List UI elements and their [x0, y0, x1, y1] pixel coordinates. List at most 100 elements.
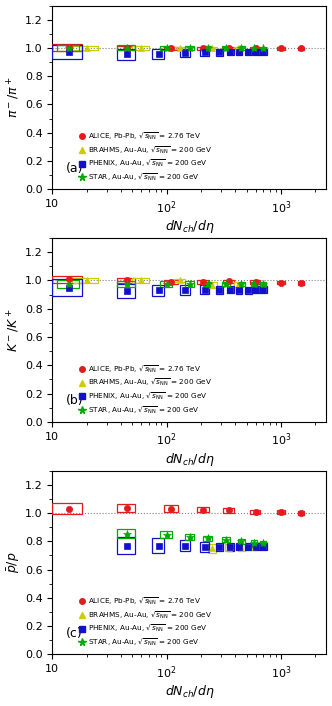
Bar	[52, 44, 81, 51]
Bar	[251, 540, 257, 545]
Bar	[298, 511, 304, 515]
Bar	[227, 49, 234, 55]
Bar	[197, 47, 209, 50]
Bar	[238, 539, 244, 544]
Bar	[164, 47, 178, 50]
Bar	[204, 47, 212, 49]
Bar	[117, 45, 135, 51]
Bar	[298, 47, 304, 50]
Y-axis label: $\pi^-/\pi^+$: $\pi^-/\pi^+$	[6, 77, 22, 118]
Legend: ALICE, Pb-Pb, $\sqrt{s_{\rm NN}}$ = 2.76 TeV, BRAHMS, Au-Au, $\sqrt{s_{\rm NN}}$: ALICE, Pb-Pb, $\sqrt{s_{\rm NN}}$ = 2.76…	[78, 362, 213, 417]
Bar	[204, 282, 212, 286]
Bar	[260, 287, 267, 294]
Bar	[57, 45, 79, 51]
Bar	[164, 280, 178, 284]
Bar	[277, 281, 285, 285]
Bar	[260, 49, 267, 55]
Bar	[225, 544, 232, 551]
Bar	[152, 49, 164, 59]
Bar	[260, 541, 266, 546]
Legend: ALICE, Pb-Pb, $\sqrt{s_{\rm NN}}$ = 2.76 TeV, BRAHMS, Au-Au, $\sqrt{s_{\rm NN}}$: ALICE, Pb-Pb, $\sqrt{s_{\rm NN}}$ = 2.76…	[78, 129, 213, 184]
Bar	[277, 510, 285, 515]
Bar	[57, 280, 79, 287]
Bar	[223, 47, 234, 49]
Y-axis label: $\bar{p}/p$: $\bar{p}/p$	[6, 551, 22, 573]
Bar	[277, 47, 285, 50]
Bar	[245, 544, 252, 551]
Bar	[236, 49, 242, 55]
Bar	[222, 282, 229, 286]
Bar	[197, 280, 209, 284]
Bar	[251, 47, 257, 50]
Bar	[52, 279, 81, 296]
Bar	[251, 282, 257, 286]
Bar	[117, 530, 135, 538]
Bar	[215, 543, 223, 551]
Bar	[222, 47, 229, 49]
Bar	[260, 47, 266, 50]
Bar	[215, 49, 223, 56]
Bar	[208, 544, 216, 553]
Bar	[200, 542, 208, 552]
Bar	[227, 543, 234, 551]
Bar	[234, 282, 242, 287]
Bar	[222, 537, 229, 542]
Bar	[72, 278, 98, 283]
Bar	[185, 282, 195, 287]
Bar	[160, 46, 172, 50]
Bar	[185, 534, 195, 540]
Bar	[117, 278, 135, 283]
Bar	[207, 47, 217, 49]
Bar	[164, 505, 178, 513]
Bar	[223, 280, 234, 283]
Bar	[160, 532, 172, 539]
Bar	[245, 287, 252, 294]
Bar	[117, 537, 135, 554]
Bar	[52, 275, 81, 282]
Bar	[236, 544, 242, 551]
Y-axis label: $K^-/K^+$: $K^-/K^+$	[6, 309, 22, 352]
Bar	[117, 49, 135, 60]
Bar	[152, 539, 164, 553]
X-axis label: $dN_{ch}/d\eta$: $dN_{ch}/d\eta$	[165, 218, 214, 235]
Bar	[223, 508, 234, 513]
Bar	[260, 282, 266, 286]
Bar	[251, 544, 257, 551]
Bar	[160, 282, 172, 287]
Bar	[200, 285, 208, 294]
Bar	[180, 540, 190, 551]
Bar	[52, 503, 81, 515]
Text: (b): (b)	[66, 394, 84, 407]
Bar	[250, 510, 260, 514]
Bar	[132, 278, 149, 282]
Bar	[197, 507, 209, 513]
Bar	[227, 287, 234, 294]
Bar	[253, 287, 260, 294]
Bar	[234, 47, 242, 49]
Bar	[238, 544, 244, 551]
Bar	[132, 47, 149, 49]
Legend: ALICE, Pb-Pb, $\sqrt{s_{\rm NN}}$ = 2.76 TeV, BRAHMS, Au-Au, $\sqrt{s_{\rm NN}}$: ALICE, Pb-Pb, $\sqrt{s_{\rm NN}}$ = 2.76…	[78, 594, 213, 649]
Bar	[174, 279, 185, 282]
X-axis label: $dN_{ch}/d\eta$: $dN_{ch}/d\eta$	[165, 683, 214, 700]
Text: (a): (a)	[66, 162, 84, 174]
Bar	[152, 285, 164, 296]
Bar	[117, 281, 135, 287]
Bar	[236, 287, 242, 294]
Bar	[253, 49, 260, 55]
X-axis label: $dN_{ch}/d\eta$: $dN_{ch}/d\eta$	[165, 451, 214, 468]
Bar	[200, 49, 208, 56]
Bar	[207, 282, 217, 287]
Bar	[204, 536, 212, 542]
Bar	[238, 47, 244, 49]
Bar	[250, 280, 260, 284]
Bar	[180, 49, 190, 57]
Bar	[260, 544, 267, 551]
Bar	[180, 285, 190, 294]
Bar	[117, 504, 135, 513]
Bar	[245, 49, 252, 55]
Bar	[185, 46, 195, 50]
Bar	[238, 282, 244, 286]
Bar	[117, 46, 135, 50]
Bar	[253, 544, 260, 551]
